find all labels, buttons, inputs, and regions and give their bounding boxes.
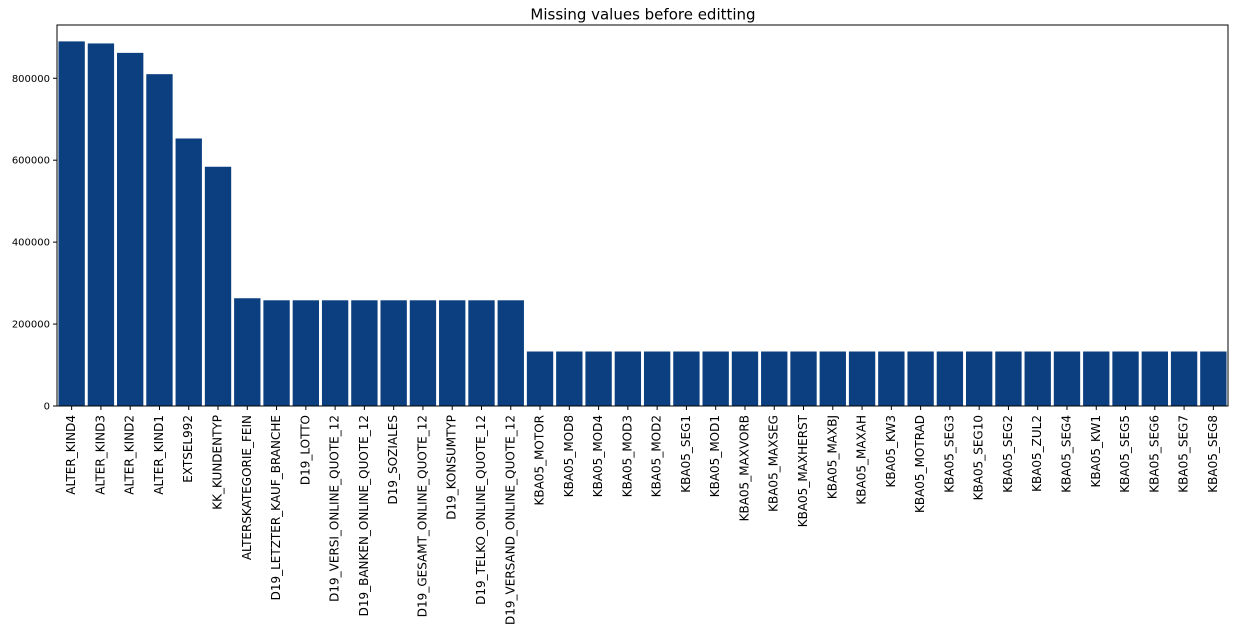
y-tick-label: 800000 bbox=[12, 74, 50, 85]
y-tick-label: 200000 bbox=[12, 320, 50, 331]
bar-kba05-maxseg bbox=[761, 351, 788, 406]
bar-kba05-seg2 bbox=[995, 351, 1022, 406]
x-tick-label: KBA05_MOTOR bbox=[533, 415, 547, 506]
bar-alter-kind1 bbox=[146, 74, 173, 406]
x-tick-label: KBA05_SEG4 bbox=[1059, 415, 1073, 493]
bar-kba05-seg1 bbox=[673, 351, 700, 406]
x-tick-label: D19_KONSUMTYP bbox=[445, 415, 459, 520]
x-tick-label: KBA05_KW3 bbox=[884, 415, 898, 488]
bar-kba05-maxbj bbox=[819, 351, 846, 406]
bar-kba05-seg3 bbox=[936, 351, 964, 406]
x-tick-label: D19_SOZIALES bbox=[386, 415, 400, 504]
bar-d19-soziales bbox=[380, 300, 407, 406]
x-tick-label: KBA05_MOD8 bbox=[562, 415, 576, 497]
bar-alter-kind4 bbox=[58, 41, 85, 406]
bar-alter-kind2 bbox=[117, 52, 144, 407]
bar-alterskategorie-fein bbox=[234, 298, 261, 406]
bar-kba05-maxherst bbox=[790, 351, 817, 406]
bar-d19-banken-online-quote-12 bbox=[351, 300, 378, 406]
bar-alter-kind3 bbox=[87, 43, 115, 406]
x-tick-label: D19_BANKEN_ONLINE_QUOTE_12 bbox=[357, 415, 371, 616]
bar-kba05-motrad bbox=[907, 351, 934, 406]
x-tick-label: KK_KUNDENTYP bbox=[211, 415, 225, 510]
x-tick-label: D19_TELKO_ONLINE_QUOTE_12 bbox=[474, 415, 488, 605]
bar-d19-lotto bbox=[292, 300, 320, 406]
x-tick-label: KBA05_MAXHERST bbox=[796, 414, 810, 527]
x-tick-label: ALTERSKATEGORIE_FEIN bbox=[240, 415, 254, 560]
bar-kba05-mod2 bbox=[643, 351, 671, 406]
x-axis: ALTER_KIND4 ALTER_KIND3 ALTER_KIND2 ALTER_K… bbox=[64, 406, 1220, 625]
x-tick-label: KBA05_MOD3 bbox=[620, 415, 634, 497]
bar-d19-versi-online-quote-12 bbox=[321, 300, 349, 406]
bar-d19-telko-online-quote-12 bbox=[468, 300, 495, 406]
bar-d19-gesamt-online-quote-12 bbox=[409, 300, 437, 406]
bar-kba05-seg8 bbox=[1200, 351, 1227, 406]
x-tick-label: KBA05_KW1 bbox=[1089, 415, 1103, 488]
bar-d19-letzter-kauf-branche bbox=[263, 300, 290, 406]
bar-extsel992 bbox=[175, 138, 202, 407]
bar-kba05-seg4 bbox=[1053, 351, 1081, 406]
x-tick-label: KBA05_SEG1 bbox=[679, 415, 693, 493]
bar-d19-versand-online-quote-12 bbox=[497, 300, 524, 406]
x-tick-label: D19_GESAMT_ONLINE_QUOTE_12 bbox=[415, 415, 429, 617]
x-tick-label: KBA05_MAXVORB bbox=[737, 415, 751, 521]
x-tick-label: D19_LOTTO bbox=[298, 415, 312, 485]
x-tick-label: KBA05_ZUL2 bbox=[1030, 415, 1044, 492]
bar-kba05-maxah bbox=[848, 351, 876, 406]
x-tick-label: KBA05_MOD4 bbox=[591, 415, 605, 497]
bar-kba05-zul2 bbox=[1024, 351, 1051, 406]
x-tick-label: KBA05_SEG3 bbox=[942, 415, 956, 493]
y-tick-label: 0 bbox=[44, 402, 50, 413]
x-tick-label: KBA05_SEG8 bbox=[1206, 415, 1220, 493]
y-axis: 0 200000 400000 600000 800000 bbox=[12, 74, 57, 413]
bars-layer bbox=[58, 41, 1227, 407]
x-tick-label: KBA05_MOTRAD bbox=[913, 415, 927, 513]
bar-kba05-motor bbox=[526, 351, 554, 406]
bar-kba05-kw1 bbox=[1083, 351, 1110, 406]
y-tick-label: 600000 bbox=[12, 156, 50, 167]
bar-kk-kundentyp bbox=[204, 166, 232, 406]
bar-d19-konsumtyp bbox=[439, 300, 466, 406]
x-tick-label: D19_VERSI_ONLINE_QUOTE_12 bbox=[328, 415, 342, 602]
x-tick-label: KBA05_MAXAH bbox=[855, 415, 869, 505]
plot-area-frame bbox=[56, 24, 1229, 407]
x-tick-label: KBA05_SEG6 bbox=[1147, 415, 1161, 493]
bar-kba05-maxvorb bbox=[731, 351, 759, 406]
x-tick-label: KBA05_SEG5 bbox=[1118, 415, 1132, 493]
x-tick-label: D19_LETZTER_KAUF_BRANCHE bbox=[269, 415, 283, 600]
bar-kba05-kw3 bbox=[878, 351, 905, 406]
bar-kba05-mod4 bbox=[585, 351, 612, 406]
x-tick-label: D19_VERSAND_ONLINE_QUOTE_12 bbox=[503, 415, 517, 625]
y-tick-label: 400000 bbox=[12, 238, 50, 249]
bar-kba05-mod1 bbox=[702, 351, 729, 406]
x-tick-label: EXTSEL992 bbox=[181, 415, 195, 483]
bar-kba05-mod8 bbox=[556, 351, 583, 406]
x-tick-label: ALTER_KIND4 bbox=[64, 415, 78, 495]
x-tick-label: KBA05_MAXSEG bbox=[767, 415, 781, 512]
x-tick-label: ALTER_KIND2 bbox=[123, 415, 137, 495]
x-tick-label: KBA05_MOD2 bbox=[650, 415, 664, 497]
bar-kba05-mod3 bbox=[614, 351, 642, 406]
x-tick-label: KBA05_MOD1 bbox=[708, 415, 722, 497]
bar-kba05-seg10 bbox=[965, 351, 993, 406]
x-tick-label: KBA05_MAXBJ bbox=[825, 415, 839, 499]
bar-kba05-seg6 bbox=[1141, 351, 1168, 406]
x-tick-label: ALTER_KIND3 bbox=[93, 415, 107, 495]
x-tick-label: KBA05_SEG2 bbox=[1001, 415, 1015, 493]
x-tick-label: ALTER_KIND1 bbox=[152, 415, 166, 495]
bar-kba05-seg5 bbox=[1112, 351, 1139, 406]
x-tick-label: KBA05_SEG7 bbox=[1177, 415, 1191, 493]
bar-kba05-seg7 bbox=[1170, 351, 1198, 406]
x-tick-label: KBA05_SEG10 bbox=[972, 415, 986, 500]
chart-title: Missing values before editting bbox=[530, 6, 755, 24]
